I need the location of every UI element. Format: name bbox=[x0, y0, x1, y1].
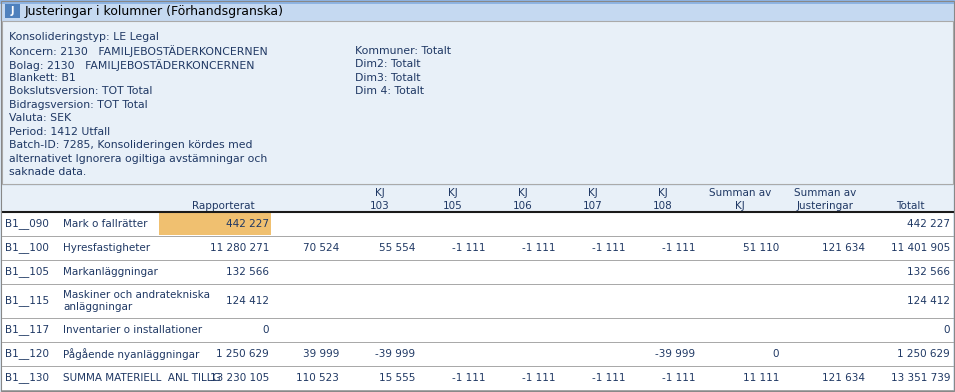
Text: -1 111: -1 111 bbox=[591, 373, 625, 383]
Text: Dim2: Totalt: Dim2: Totalt bbox=[355, 59, 420, 69]
Text: 11 280 271: 11 280 271 bbox=[210, 243, 269, 253]
Text: 105: 105 bbox=[443, 201, 463, 211]
Text: KJ: KJ bbox=[588, 188, 598, 198]
Text: 13 351 739: 13 351 739 bbox=[890, 373, 950, 383]
Text: 124 412: 124 412 bbox=[226, 296, 269, 306]
Text: B1__090: B1__090 bbox=[5, 219, 49, 229]
Bar bbox=[2, 212, 953, 236]
Text: 103: 103 bbox=[371, 201, 390, 211]
Text: 442 227: 442 227 bbox=[226, 219, 269, 229]
Bar bbox=[2, 284, 953, 318]
Text: 121 634: 121 634 bbox=[822, 243, 865, 253]
Text: Valuta: SEK: Valuta: SEK bbox=[9, 113, 71, 123]
Text: 132 566: 132 566 bbox=[226, 267, 269, 277]
Text: B1__115: B1__115 bbox=[5, 296, 49, 307]
Text: saknade data.: saknade data. bbox=[9, 167, 86, 177]
Text: Konsolideringstyp: LE Legal: Konsolideringstyp: LE Legal bbox=[9, 32, 159, 42]
Text: 55 554: 55 554 bbox=[378, 243, 415, 253]
Text: alternativet Ignorera ogiltiga avstämningar och: alternativet Ignorera ogiltiga avstämnin… bbox=[9, 154, 267, 163]
Text: 108: 108 bbox=[653, 201, 673, 211]
Text: -1 111: -1 111 bbox=[452, 243, 485, 253]
Text: Bidragsversion: TOT Total: Bidragsversion: TOT Total bbox=[9, 100, 148, 109]
Bar bbox=[0, 0, 955, 4]
Text: Summan av: Summan av bbox=[709, 188, 771, 198]
Text: B1__100: B1__100 bbox=[5, 243, 49, 254]
Text: KJ: KJ bbox=[735, 201, 745, 211]
Text: KJ: KJ bbox=[375, 188, 385, 198]
Text: 13 230 105: 13 230 105 bbox=[210, 373, 269, 383]
Text: Kommuner: Totalt: Kommuner: Totalt bbox=[355, 45, 451, 56]
Text: 1 250 629: 1 250 629 bbox=[898, 349, 950, 359]
Text: 110 523: 110 523 bbox=[296, 373, 339, 383]
Text: 124 412: 124 412 bbox=[907, 296, 950, 306]
Text: Dim 4: Totalt: Dim 4: Totalt bbox=[355, 86, 424, 96]
Text: -1 111: -1 111 bbox=[662, 373, 695, 383]
Text: -39 999: -39 999 bbox=[655, 349, 695, 359]
Bar bbox=[2, 21, 953, 184]
Text: Hyresfastigheter: Hyresfastigheter bbox=[63, 243, 150, 253]
Text: 1 250 629: 1 250 629 bbox=[216, 349, 269, 359]
Text: 39 999: 39 999 bbox=[303, 349, 339, 359]
Text: Bolag: 2130   FAMILJEBOSTÄDERKONCERNEN: Bolag: 2130 FAMILJEBOSTÄDERKONCERNEN bbox=[9, 59, 254, 71]
Text: 106: 106 bbox=[513, 201, 533, 211]
Text: 0: 0 bbox=[773, 349, 779, 359]
Text: Dim3: Totalt: Dim3: Totalt bbox=[355, 73, 420, 82]
Text: 442 227: 442 227 bbox=[907, 219, 950, 229]
Text: Period: 1412 Utfall: Period: 1412 Utfall bbox=[9, 127, 110, 136]
Bar bbox=[2, 186, 953, 391]
Text: 11 111: 11 111 bbox=[743, 373, 779, 383]
Text: Justeringar: Justeringar bbox=[796, 201, 854, 211]
Text: -1 111: -1 111 bbox=[521, 243, 555, 253]
Text: B1__117: B1__117 bbox=[5, 325, 49, 336]
Text: 132 566: 132 566 bbox=[907, 267, 950, 277]
Bar bbox=[2, 21, 953, 184]
Text: Summan av: Summan av bbox=[794, 188, 856, 198]
Text: 0: 0 bbox=[944, 325, 950, 335]
Bar bbox=[2, 318, 953, 342]
Text: 0: 0 bbox=[263, 325, 269, 335]
Bar bbox=[2, 260, 953, 284]
Text: Rapporterat: Rapporterat bbox=[192, 201, 254, 211]
Text: 107: 107 bbox=[584, 201, 603, 211]
Text: -1 111: -1 111 bbox=[662, 243, 695, 253]
Text: Inventarier o installationer: Inventarier o installationer bbox=[63, 325, 202, 335]
Bar bbox=[2, 236, 953, 260]
Text: Totalt: Totalt bbox=[896, 201, 924, 211]
Text: 121 634: 121 634 bbox=[822, 373, 865, 383]
Text: B1__105: B1__105 bbox=[5, 267, 49, 278]
Text: KJ: KJ bbox=[519, 188, 528, 198]
Text: KJ: KJ bbox=[448, 188, 457, 198]
Text: Koncern: 2130   FAMILJEBOSTÄDERKONCERNEN: Koncern: 2130 FAMILJEBOSTÄDERKONCERNEN bbox=[9, 45, 267, 57]
Bar bbox=[159, 213, 271, 235]
Text: Maskiner och andratekniska
anläggningar: Maskiner och andratekniska anläggningar bbox=[63, 290, 210, 312]
Text: 51 110: 51 110 bbox=[743, 243, 779, 253]
Text: 11 401 905: 11 401 905 bbox=[891, 243, 950, 253]
Text: Batch-ID: 7285, Konsolideringen kördes med: Batch-ID: 7285, Konsolideringen kördes m… bbox=[9, 140, 252, 150]
Text: 15 555: 15 555 bbox=[378, 373, 415, 383]
Bar bbox=[5, 4, 20, 18]
Text: 70 524: 70 524 bbox=[303, 243, 339, 253]
Text: Mark o fallrätter: Mark o fallrätter bbox=[63, 219, 147, 229]
Text: Blankett: B1: Blankett: B1 bbox=[9, 73, 75, 82]
Text: B1__130: B1__130 bbox=[5, 372, 49, 383]
Text: Markanläggningar: Markanläggningar bbox=[63, 267, 158, 277]
Bar bbox=[2, 342, 953, 366]
Text: J: J bbox=[11, 6, 14, 16]
Text: Bokslutsversion: TOT Total: Bokslutsversion: TOT Total bbox=[9, 86, 153, 96]
Text: KJ: KJ bbox=[658, 188, 668, 198]
Text: SUMMA MATERIELL  ANL TILLG: SUMMA MATERIELL ANL TILLG bbox=[63, 373, 221, 383]
Text: -1 111: -1 111 bbox=[591, 243, 625, 253]
Text: -39 999: -39 999 bbox=[375, 349, 415, 359]
Text: B1__120: B1__120 bbox=[5, 348, 49, 359]
Text: -1 111: -1 111 bbox=[521, 373, 555, 383]
Text: Pågående nyanläggningar: Pågående nyanläggningar bbox=[63, 348, 200, 360]
Text: Justeringar i kolumner (Förhandsgranska): Justeringar i kolumner (Förhandsgranska) bbox=[25, 4, 284, 18]
Bar bbox=[2, 366, 953, 390]
Text: -1 111: -1 111 bbox=[452, 373, 485, 383]
Bar bbox=[0, 0, 955, 21]
